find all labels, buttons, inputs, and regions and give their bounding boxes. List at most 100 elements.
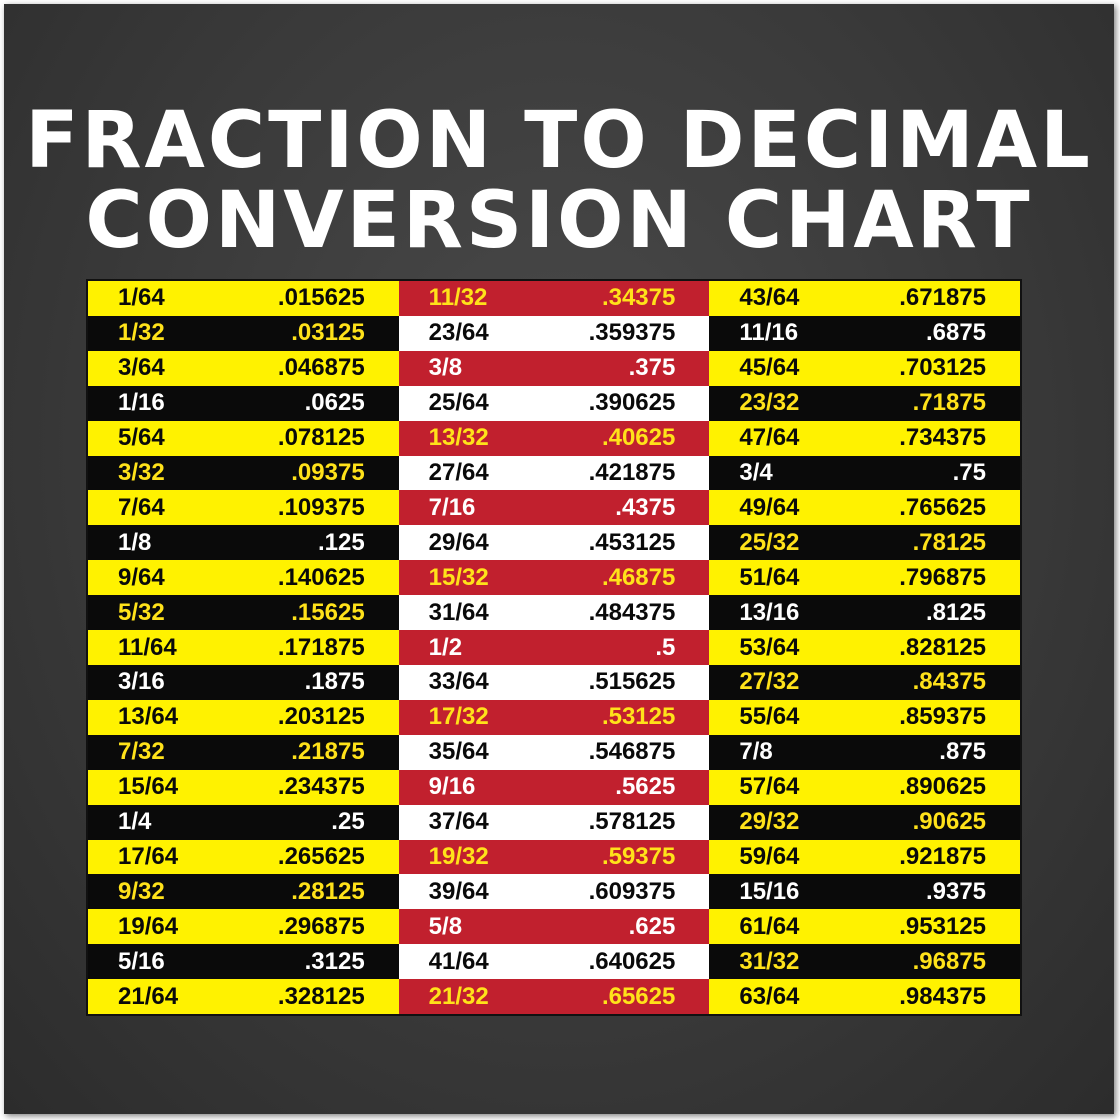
table-row: 1/64 .015625 [88,281,399,316]
decimal: .515625 [588,668,676,696]
decimal: .90625 [912,808,987,836]
fraction: 59/64 [739,842,800,870]
table-row: 9/32 .28125 [88,874,399,910]
fraction: 5/16 [118,947,165,975]
fraction: 1/8 [118,528,152,556]
decimal: .09375 [291,458,365,486]
decimal: .4375 [615,493,676,521]
table-row: 63/64 .984375 [709,979,1021,1015]
table-column: 1/64 .015625 1/32 .03125 3/64 .046875 1/16 .062… [88,281,399,1015]
fraction: 1/64 [118,284,165,312]
decimal: .203125 [277,703,365,731]
table-row: 41/64 .640625 [398,944,710,980]
decimal: .34375 [601,284,676,312]
table-row: 1/32 .03125 [88,315,399,351]
table-row: 19/64 .296875 [88,909,399,945]
fraction: 19/32 [428,842,489,870]
table-row: 57/64 .890625 [709,769,1021,805]
decimal: .375 [628,354,676,382]
fraction: 17/32 [428,703,489,731]
table-row: 11/64 .171875 [88,630,399,665]
decimal: .03125 [291,319,365,347]
table-row: 31/64 .484375 [398,595,710,631]
decimal: .484375 [588,598,676,626]
decimal: .859375 [899,703,987,731]
fraction: 29/64 [428,528,489,556]
decimal: .15625 [291,598,365,626]
decimal: .046875 [277,354,365,382]
table-row: 19/32 .59375 [398,839,710,875]
table-row: 39/64 .609375 [398,874,710,910]
table-row: 29/32 .90625 [709,804,1021,840]
table-row: 51/64 .796875 [709,560,1021,596]
decimal: .890625 [899,773,987,801]
decimal: .828125 [899,633,987,661]
fraction: 13/64 [118,703,179,731]
decimal: .953125 [899,912,987,940]
fraction: 25/32 [739,528,800,556]
decimal: .125 [317,528,365,556]
table-row: 7/16 .4375 [398,490,710,526]
table-row: 59/64 .921875 [709,839,1021,875]
decimal: .796875 [899,563,987,591]
table-row: 47/64 .734375 [709,420,1021,456]
decimal: .0625 [304,389,365,417]
fraction: 21/64 [118,982,179,1010]
fraction: 55/64 [739,703,800,731]
decimal: .671875 [899,284,987,312]
table-row: 31/32 .96875 [709,944,1021,980]
table-row: 3/64 .046875 [88,350,399,386]
fraction: 45/64 [739,354,800,382]
fraction: 31/32 [739,947,800,975]
decimal: .265625 [277,842,365,870]
table-row: 9/64 .140625 [88,560,399,596]
decimal: .53125 [601,703,676,731]
decimal: .8125 [925,598,987,626]
decimal: .171875 [277,633,365,661]
fraction: 3/32 [118,458,165,486]
decimal: .296875 [277,912,365,940]
decimal: .984375 [899,982,987,1010]
fraction: 51/64 [739,563,800,591]
decimal: .5625 [615,773,676,801]
table-row: 5/64 .078125 [88,420,399,456]
fraction: 3/4 [739,458,773,486]
table-row: 21/64 .328125 [88,979,399,1015]
table-row: 55/64 .859375 [709,699,1021,735]
table-row: 7/32 .21875 [88,734,399,770]
decimal: .578125 [588,808,676,836]
decimal: .421875 [588,458,676,486]
decimal: .84375 [912,668,987,696]
table-row: 11/16 .6875 [709,315,1021,351]
table-row: 5/8 .625 [398,909,710,945]
decimal: .5 [655,633,676,661]
decimal: .140625 [277,563,365,591]
decimal: .40625 [601,424,676,452]
fraction: 7/32 [118,738,165,766]
fraction: 9/64 [118,563,165,591]
decimal: .328125 [277,982,365,1010]
table-row: 29/64 .453125 [398,525,710,561]
decimal: .21875 [291,738,365,766]
fraction: 35/64 [428,738,489,766]
fraction: 47/64 [739,424,800,452]
decimal: .46875 [601,563,676,591]
fraction: 5/32 [118,598,165,626]
fraction: 29/32 [739,808,800,836]
table-row: 33/64 .515625 [398,664,710,700]
decimal: .59375 [601,842,676,870]
table-row: 21/32 .65625 [398,979,710,1015]
decimal: .921875 [899,842,987,870]
decimal: .25 [331,808,365,836]
fraction: 23/64 [428,319,489,347]
fraction: 33/64 [428,668,489,696]
table-row: 23/32 .71875 [709,385,1021,421]
decimal: .78125 [912,528,987,556]
table-row: 7/64 .109375 [88,490,399,526]
conversion-table: 1/64 .015625 1/32 .03125 3/64 .046875 1/16 .062… [86,279,1022,1016]
fraction: 1/2 [428,633,463,661]
decimal: .109375 [277,493,365,521]
decimal: .625 [628,912,676,940]
decimal: .359375 [588,319,676,347]
table-row: 13/64 .203125 [88,699,399,735]
